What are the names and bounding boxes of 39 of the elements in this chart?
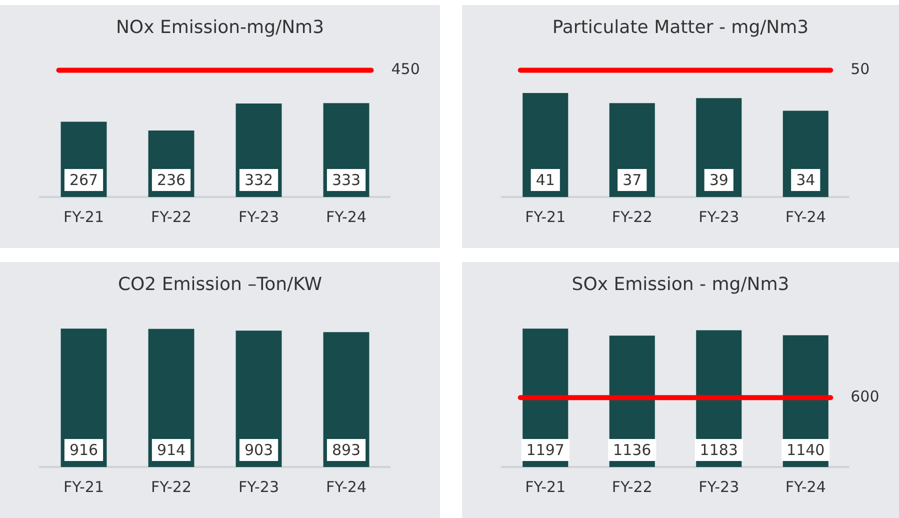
chart-title: NOx Emission-mg/Nm3 xyxy=(114,17,326,38)
x-tick-label: FY-24 xyxy=(326,478,367,496)
x-tick-label: FY-23 xyxy=(698,208,740,226)
x-tick-label: FY-23 xyxy=(238,478,280,496)
data-label: 41 xyxy=(536,170,555,189)
data-label: 333 xyxy=(332,170,361,189)
x-tick-label: FY-22 xyxy=(612,478,652,496)
x-tick-label: FY-21 xyxy=(525,208,566,226)
x-tick-label: FY-24 xyxy=(326,208,367,226)
x-tick-label: FY-24 xyxy=(785,208,826,226)
x-tick-label: FY-22 xyxy=(612,208,652,226)
data-label: 1197 xyxy=(526,440,564,459)
data-label: 236 xyxy=(156,170,186,189)
data-label: 1140 xyxy=(786,440,825,459)
x-tick-label: FY-21 xyxy=(63,208,104,226)
data-label: 39 xyxy=(709,170,728,189)
x-tick-label: FY-23 xyxy=(698,478,740,496)
data-label: 1136 xyxy=(613,440,652,459)
ref-line-label: 450 xyxy=(391,60,420,78)
x-tick-label: FY-21 xyxy=(525,478,566,496)
x-tick-label: FY-21 xyxy=(63,478,104,496)
x-tick-label: FY-23 xyxy=(238,208,280,226)
data-label: 34 xyxy=(796,170,816,189)
x-tick-label: FY-24 xyxy=(785,478,826,496)
chart-title: CO2 Emission –Ton/KW xyxy=(116,274,324,295)
ref-line-label: 600 xyxy=(850,388,880,406)
data-label: 914 xyxy=(156,440,186,459)
x-tick-label: FY-22 xyxy=(150,478,192,496)
data-label: 37 xyxy=(622,170,642,189)
data-label: 903 xyxy=(244,440,274,459)
data-label: 893 xyxy=(332,440,361,459)
chart-title: Particulate Matter - mg/Nm3 xyxy=(551,17,810,38)
ref-line-label: 50 xyxy=(850,60,870,78)
data-label: 267 xyxy=(69,170,98,189)
data-label: 916 xyxy=(69,440,98,459)
data-label: 332 xyxy=(244,170,274,189)
chart-title: SOx Emission - mg/Nm3 xyxy=(570,274,790,295)
data-label: 1183 xyxy=(700,440,738,459)
x-tick-label: FY-22 xyxy=(150,208,192,226)
